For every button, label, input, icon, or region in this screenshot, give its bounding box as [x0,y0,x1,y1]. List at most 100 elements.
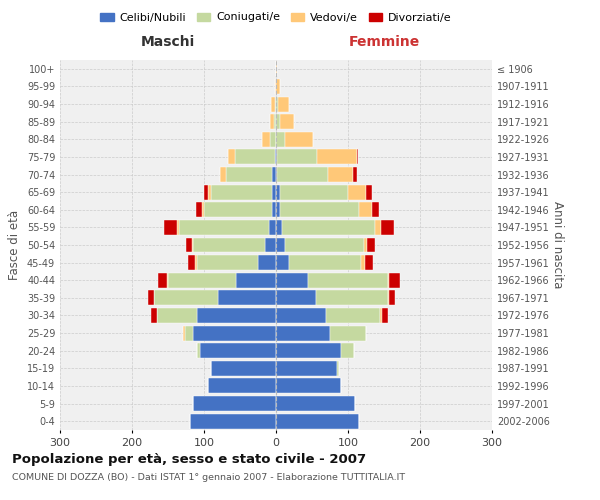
Bar [186,238,192,252]
Bar [270,114,274,129]
Bar [196,255,197,270]
Bar [204,184,208,200]
Bar [388,273,389,287]
Bar [337,361,338,376]
Bar [208,184,211,200]
Bar [192,238,193,252]
Bar [353,167,356,182]
Bar [276,255,289,270]
Bar [382,308,388,323]
Bar [179,220,269,235]
Bar [277,150,317,164]
Bar [376,220,381,235]
Bar [276,184,280,200]
Bar [381,220,394,235]
Bar [190,414,276,428]
Bar [284,132,313,147]
Bar [168,273,236,287]
Bar [275,150,276,164]
Bar [271,96,275,112]
Bar [218,290,276,306]
Bar [276,343,341,358]
Bar [193,326,276,340]
Bar [276,238,284,252]
Text: Maschi: Maschi [141,36,195,50]
Bar [367,238,374,252]
Bar [158,273,167,287]
Bar [275,79,276,94]
Bar [359,202,372,218]
Bar [280,184,348,200]
Bar [388,290,389,306]
Bar [183,326,185,340]
Bar [204,202,272,218]
Y-axis label: Anni di nascita: Anni di nascita [551,202,563,288]
Bar [197,343,200,358]
Bar [364,238,367,252]
Text: Femmine: Femmine [349,36,419,50]
Bar [274,114,276,129]
Bar [269,220,276,235]
Bar [211,184,272,200]
Bar [196,202,202,218]
Bar [265,238,276,252]
Bar [236,273,276,287]
Bar [208,378,276,394]
Bar [276,202,280,218]
Bar [380,308,382,323]
Bar [316,290,388,306]
Bar [151,308,157,323]
Bar [276,96,278,112]
Bar [389,290,395,306]
Bar [258,255,276,270]
Bar [326,308,380,323]
Bar [276,62,277,76]
Bar [276,114,280,129]
Bar [289,255,361,270]
Bar [276,220,282,235]
Bar [202,202,204,218]
Bar [372,202,379,218]
Bar [276,290,316,306]
Bar [277,167,328,182]
Bar [154,290,218,306]
Bar [272,167,276,182]
Bar [226,167,272,182]
Bar [200,343,276,358]
Bar [361,255,365,270]
Bar [235,150,275,164]
Bar [280,114,294,129]
Bar [278,96,289,112]
Bar [317,150,356,164]
Bar [188,255,196,270]
Bar [356,150,358,164]
Bar [276,308,326,323]
Bar [330,326,366,340]
Legend: Celibi/Nubili, Coniugati/e, Vedovi/e, Divorziati/e: Celibi/Nubili, Coniugati/e, Vedovi/e, Di… [96,8,456,27]
Bar [276,378,341,394]
Bar [276,361,337,376]
Bar [365,255,373,270]
Bar [197,255,258,270]
Bar [328,167,353,182]
Bar [272,184,276,200]
Bar [193,396,276,411]
Bar [275,96,276,112]
Bar [276,132,284,147]
Y-axis label: Fasce di età: Fasce di età [8,210,21,280]
Bar [270,132,276,147]
Bar [148,290,154,306]
Text: COMUNE DI DOZZA (BO) - Dati ISTAT 1° gennaio 2007 - Elaborazione TUTTITALIA.IT: COMUNE DI DOZZA (BO) - Dati ISTAT 1° gen… [12,472,405,482]
Bar [276,414,359,428]
Bar [276,167,277,182]
Bar [272,202,276,218]
Bar [282,220,376,235]
Bar [276,326,330,340]
Bar [366,184,372,200]
Bar [262,132,270,147]
Bar [308,273,388,287]
Bar [284,238,364,252]
Bar [348,184,366,200]
Bar [178,220,179,235]
Bar [197,308,276,323]
